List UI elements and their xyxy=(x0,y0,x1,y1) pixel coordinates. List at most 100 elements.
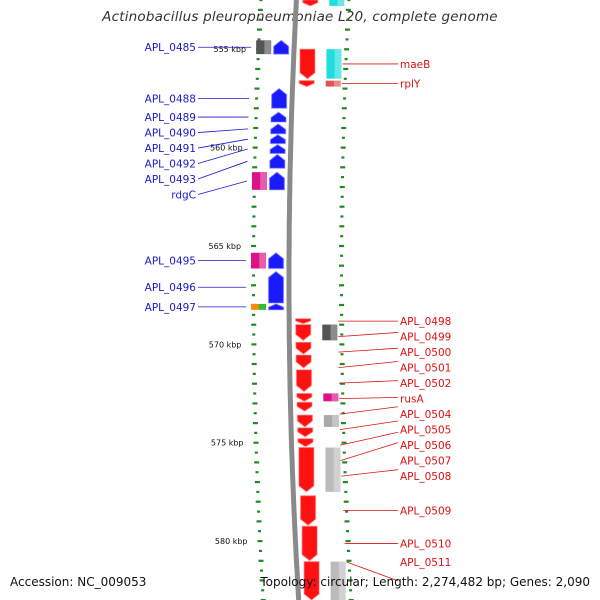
gene-label-apl-0488[interactable]: APL_0488 xyxy=(145,93,196,105)
gene-label-apl-0496[interactable]: APL_0496 xyxy=(145,282,197,294)
tick-mark xyxy=(261,589,265,592)
cog-box xyxy=(251,303,259,310)
gene-arrow-apl-0502[interactable] xyxy=(296,369,312,392)
tick-mark xyxy=(255,500,261,503)
tick-mark xyxy=(258,18,262,21)
tick-mark xyxy=(343,471,347,474)
gene-label-apl-0492[interactable]: APL_0492 xyxy=(145,159,196,171)
gene-arrow-apl-0510[interactable] xyxy=(302,526,318,561)
tick-mark xyxy=(252,402,258,405)
gene-label-apl-0506[interactable]: APL_0506 xyxy=(400,440,452,452)
tick-mark xyxy=(340,195,344,198)
kbp-label: 575 kbp xyxy=(211,439,244,448)
gene-arrow-apl-0489[interactable] xyxy=(271,112,287,122)
tick-mark xyxy=(252,333,256,336)
gene-label-apl-0493[interactable]: APL_0493 xyxy=(145,174,196,186)
tick-mark xyxy=(340,235,344,238)
gene-arrow-apl-0496[interactable] xyxy=(268,271,284,303)
gene-arrow-highlight xyxy=(267,303,285,311)
left-tick-track xyxy=(251,0,266,600)
gene-arrow-unlabeled[interactable] xyxy=(302,0,318,6)
tick-mark xyxy=(349,589,353,592)
gene-label-apl-0489[interactable]: APL_0489 xyxy=(145,112,196,124)
tick-mark xyxy=(346,18,350,21)
gene-arrow-highlight xyxy=(302,0,319,7)
gene-label-apl-0498[interactable]: APL_0498 xyxy=(400,316,451,328)
gene-arrow-apl-0506[interactable] xyxy=(297,427,313,437)
map-title: Actinobacillus pleuropneumoniae L20, com… xyxy=(102,9,498,25)
tick-mark xyxy=(342,451,346,454)
gene-arrow-apl-0488[interactable] xyxy=(271,88,287,109)
left-strand-genes: APL_0485 APL_0488 APL_0489 APL_0490 APL_0491… xyxy=(145,39,290,314)
gene-arrow-apl-0492[interactable] xyxy=(270,144,286,154)
tick-mark xyxy=(254,451,258,454)
tick-mark xyxy=(257,540,263,543)
gene-arrow-maeb[interactable] xyxy=(299,49,315,79)
gene-arrow-apl-0505[interactable] xyxy=(297,415,313,427)
tick-mark xyxy=(347,0,351,2)
gene-arrow-apl-0511[interactable] xyxy=(304,561,320,600)
gene-arrow-highlight xyxy=(270,123,287,135)
gene-label-apl-0502[interactable]: APL_0502 xyxy=(400,378,451,390)
gene-arrow-apl-0493[interactable] xyxy=(269,154,285,169)
tick-mark xyxy=(343,97,347,100)
tick-mark xyxy=(252,353,256,356)
gene-arrow-rply[interactable] xyxy=(299,80,315,87)
gene-label-rdgc[interactable]: rdgC xyxy=(171,190,196,202)
gene-arrow-apl-0499[interactable] xyxy=(295,324,311,341)
gene-arrow-highlight xyxy=(268,171,286,191)
gene-label-apl-0505[interactable]: APL_0505 xyxy=(400,425,451,437)
cog-box xyxy=(258,303,267,310)
gene-arrow-highlight xyxy=(269,153,286,169)
genome-summary: Topology: circular; Length: 2,274,482 bp… xyxy=(260,575,590,589)
tick-mark xyxy=(341,107,347,110)
gene-arrow-apl-0498[interactable] xyxy=(295,318,311,324)
gene-arrow-apl-0485[interactable] xyxy=(273,40,289,55)
gene-label-maeb[interactable]: maeB xyxy=(400,59,430,71)
gene-label-apl-0485[interactable]: APL_0485 xyxy=(145,42,196,54)
gene-label-apl-0508[interactable]: APL_0508 xyxy=(400,471,451,483)
gene-arrow-apl-0508[interactable] xyxy=(298,447,314,492)
tick-mark xyxy=(342,117,346,120)
gene-label-apl-0509[interactable]: APL_0509 xyxy=(400,505,451,517)
gene-arrow-apl-0504[interactable] xyxy=(297,402,313,412)
tick-mark xyxy=(341,156,345,159)
gene-label-apl-0501[interactable]: APL_0501 xyxy=(400,363,451,375)
gene-label-apl-0495[interactable]: APL_0495 xyxy=(145,256,196,268)
gene-arrow-apl-0507[interactable] xyxy=(298,438,314,447)
gene-label-apl-0500[interactable]: APL_0500 xyxy=(400,347,451,359)
tick-mark xyxy=(346,530,349,533)
gene-label-apl-0497[interactable]: APL_0497 xyxy=(145,302,196,314)
kbp-label: 555 kbp xyxy=(213,45,246,54)
gene-label-apl-0491[interactable]: APL_0491 xyxy=(145,143,196,155)
gene-label-apl-0499[interactable]: APL_0499 xyxy=(400,332,451,344)
tick-mark xyxy=(257,510,261,513)
gene-arrow-apl-0500[interactable] xyxy=(295,342,311,355)
tick-mark xyxy=(257,8,263,11)
gene-label-apl-0504[interactable]: APL_0504 xyxy=(400,409,452,421)
gene-arrow-rdgc[interactable] xyxy=(269,172,285,190)
gene-label-apl-0507[interactable]: APL_0507 xyxy=(400,456,451,468)
gene-arrow-apl-0497[interactable] xyxy=(268,303,284,310)
tick-mark xyxy=(339,362,345,366)
gene-arrow-apl-0490[interactable] xyxy=(270,123,286,134)
gene-label-apl-0510[interactable]: APL_0510 xyxy=(400,538,451,550)
gene-arrow-highlight xyxy=(299,48,316,80)
gene-leader-line xyxy=(338,361,399,369)
gene-arrow-highlight xyxy=(295,369,313,393)
gene-label-rply[interactable]: rplY xyxy=(400,79,421,91)
gene-arrow-apl-0495[interactable] xyxy=(268,252,284,269)
tick-mark xyxy=(257,28,262,31)
cog-box xyxy=(329,0,345,6)
gene-label-rusa[interactable]: rusA xyxy=(400,394,424,406)
gene-label-apl-0490[interactable]: APL_0490 xyxy=(145,128,196,140)
gene-arrow-apl-0491[interactable] xyxy=(270,134,286,144)
gene-arrow-apl-0501[interactable] xyxy=(296,355,312,368)
gene-arrow-highlight xyxy=(269,134,286,145)
gene-arrow-highlight xyxy=(295,354,312,369)
gene-arrow-rusa[interactable] xyxy=(296,393,312,402)
gene-label-apl-0511[interactable]: APL_0511 xyxy=(400,557,451,569)
gene-arrow-apl-0509[interactable] xyxy=(300,495,316,526)
tick-mark xyxy=(253,126,259,130)
tick-mark xyxy=(256,520,262,523)
